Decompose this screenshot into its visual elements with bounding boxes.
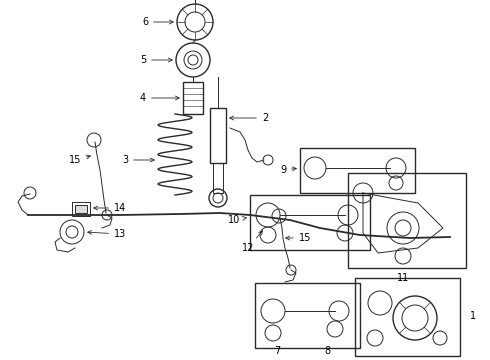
Text: 8: 8 [324, 346, 330, 356]
Bar [255, 283, 360, 348]
Text: 14: 14 [94, 203, 126, 213]
Text: 11: 11 [397, 273, 409, 283]
Text: 2: 2 [230, 113, 268, 123]
Text: 12: 12 [242, 231, 263, 253]
Text: 9: 9 [280, 165, 296, 175]
Bar [183, 82, 203, 114]
Text: 1: 1 [470, 311, 476, 321]
Text: 3: 3 [122, 155, 154, 165]
Text: 5: 5 [140, 55, 172, 65]
Bar [72, 202, 90, 216]
Text: 15: 15 [69, 155, 91, 165]
Bar [213, 163, 223, 193]
Text: 6: 6 [142, 17, 173, 27]
Bar [355, 278, 460, 356]
Bar [210, 108, 226, 163]
Bar [75, 205, 87, 213]
Text: 13: 13 [88, 229, 126, 239]
Bar [250, 195, 370, 250]
Bar [300, 148, 415, 193]
Text: 4: 4 [140, 93, 179, 103]
Text: 7: 7 [274, 346, 280, 356]
Bar [348, 173, 466, 268]
Text: 15: 15 [286, 233, 311, 243]
Text: 10: 10 [228, 215, 246, 225]
